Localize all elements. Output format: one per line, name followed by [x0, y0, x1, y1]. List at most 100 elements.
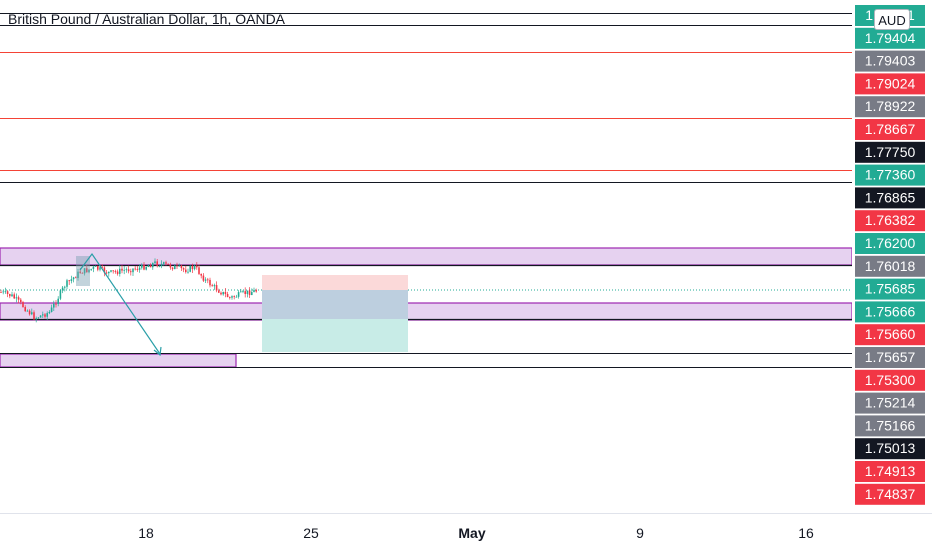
candle-body — [242, 291, 244, 292]
candle-body — [11, 294, 13, 297]
candle-body — [204, 279, 207, 281]
candle-body — [105, 272, 108, 274]
candle-body — [15, 297, 18, 299]
price-label[interactable]: 1.76382 — [855, 210, 925, 232]
price-label[interactable]: 1.74837 — [855, 483, 925, 505]
candle-body — [154, 261, 156, 264]
candle-body — [112, 270, 114, 272]
target-overlap — [262, 290, 408, 319]
candle-body — [101, 267, 103, 269]
price-label[interactable]: 1.78922 — [855, 96, 925, 118]
price-label[interactable]: 1.75657 — [855, 347, 925, 368]
price-label[interactable]: 1.77360 — [855, 164, 925, 186]
levels-layer — [0, 13, 852, 368]
candle-body — [26, 310, 29, 312]
highlight-box — [76, 256, 90, 286]
price-label[interactable]: 1.75166 — [855, 415, 925, 437]
price-label[interactable]: 1.79024 — [855, 73, 925, 95]
candle-body — [143, 264, 145, 270]
candle-body — [22, 302, 24, 308]
candle-body — [165, 262, 167, 264]
price-label[interactable]: 1.75013 — [855, 438, 925, 460]
price-label-text: 1.76382 — [865, 212, 916, 228]
candle-body — [20, 299, 22, 303]
candle-body — [240, 291, 242, 293]
candle-body — [39, 315, 42, 318]
candle-body — [55, 303, 57, 305]
price-label-bg — [855, 483, 925, 505]
price-label[interactable]: 1.75666 — [855, 301, 925, 323]
price-label[interactable]: 1.76865 — [855, 187, 925, 209]
price-label[interactable]: 1.76200 — [855, 233, 925, 254]
candle-body — [136, 268, 139, 270]
candle-body — [44, 314, 46, 317]
price-label[interactable]: 1.76018 — [855, 255, 925, 277]
price-label[interactable]: 1.75214 — [855, 392, 925, 414]
price-label-text: 1.75657 — [865, 349, 916, 365]
candle-body — [222, 291, 224, 295]
stop-zone — [262, 275, 408, 290]
candle-body — [187, 271, 189, 273]
price-label-bg — [855, 141, 925, 163]
price-label-bg — [855, 369, 925, 391]
candle-body — [182, 268, 185, 270]
price-label[interactable]: 1.75685 — [855, 278, 925, 300]
candle-body — [191, 265, 194, 270]
candle-body — [248, 290, 251, 296]
candle-body — [72, 277, 75, 280]
candle-body — [59, 290, 62, 299]
price-label[interactable]: 1.78667 — [855, 119, 925, 140]
candle-body — [209, 279, 211, 286]
x-tick-label: 25 — [303, 525, 319, 541]
candle-body — [134, 268, 136, 270]
candle-body — [110, 270, 112, 272]
price-label[interactable]: 1.75300 — [855, 369, 925, 391]
price-label-bg — [855, 415, 925, 437]
candle-body — [237, 292, 240, 297]
currency-badge[interactable]: AUD — [874, 9, 910, 30]
candle-body — [229, 297, 231, 298]
price-label-bg — [855, 50, 925, 72]
price-label-text: 1.77360 — [865, 167, 916, 183]
candle-body — [200, 273, 202, 276]
candle-body — [226, 294, 229, 298]
candle-body — [46, 313, 48, 317]
price-label-text: 1.75300 — [865, 372, 916, 388]
candle-body — [83, 268, 86, 274]
candle-body — [97, 266, 99, 270]
price-label[interactable]: 1.74913 — [855, 461, 925, 482]
price-label[interactable]: 1.79404 — [855, 27, 925, 49]
candle-body — [17, 297, 20, 300]
price-label-bg — [855, 347, 925, 368]
candle-body — [61, 287, 64, 291]
candle-body — [218, 290, 220, 293]
price-label[interactable]: 1.75660 — [855, 324, 925, 346]
price-label-bg — [855, 392, 925, 414]
price-label-text: 1.75660 — [865, 326, 916, 342]
candle-body — [147, 265, 150, 267]
x-tick-label: 9 — [636, 525, 644, 541]
candle-body — [116, 271, 119, 274]
candle-body — [174, 265, 176, 270]
price-label-bg — [855, 27, 925, 49]
candle-body — [99, 267, 101, 270]
price-label-bg — [855, 119, 925, 140]
price-label-bg — [855, 461, 925, 482]
candle-body — [176, 265, 178, 267]
price-label-text: 1.79404 — [865, 30, 916, 46]
candle-body — [253, 290, 255, 293]
candle-body — [31, 312, 33, 315]
price-label-text: 1.79403 — [865, 53, 916, 69]
candle-body — [119, 268, 121, 274]
price-label[interactable]: 1.79403 — [855, 50, 925, 72]
candle-body — [28, 310, 31, 315]
price-label-bg — [855, 73, 925, 95]
price-label-text: 1.74837 — [865, 486, 916, 502]
price-label-text: 1.76200 — [865, 235, 916, 251]
price-label[interactable]: 1.77750 — [855, 141, 925, 163]
price-label-text: 1.75166 — [865, 417, 916, 433]
candle-body — [251, 292, 253, 296]
